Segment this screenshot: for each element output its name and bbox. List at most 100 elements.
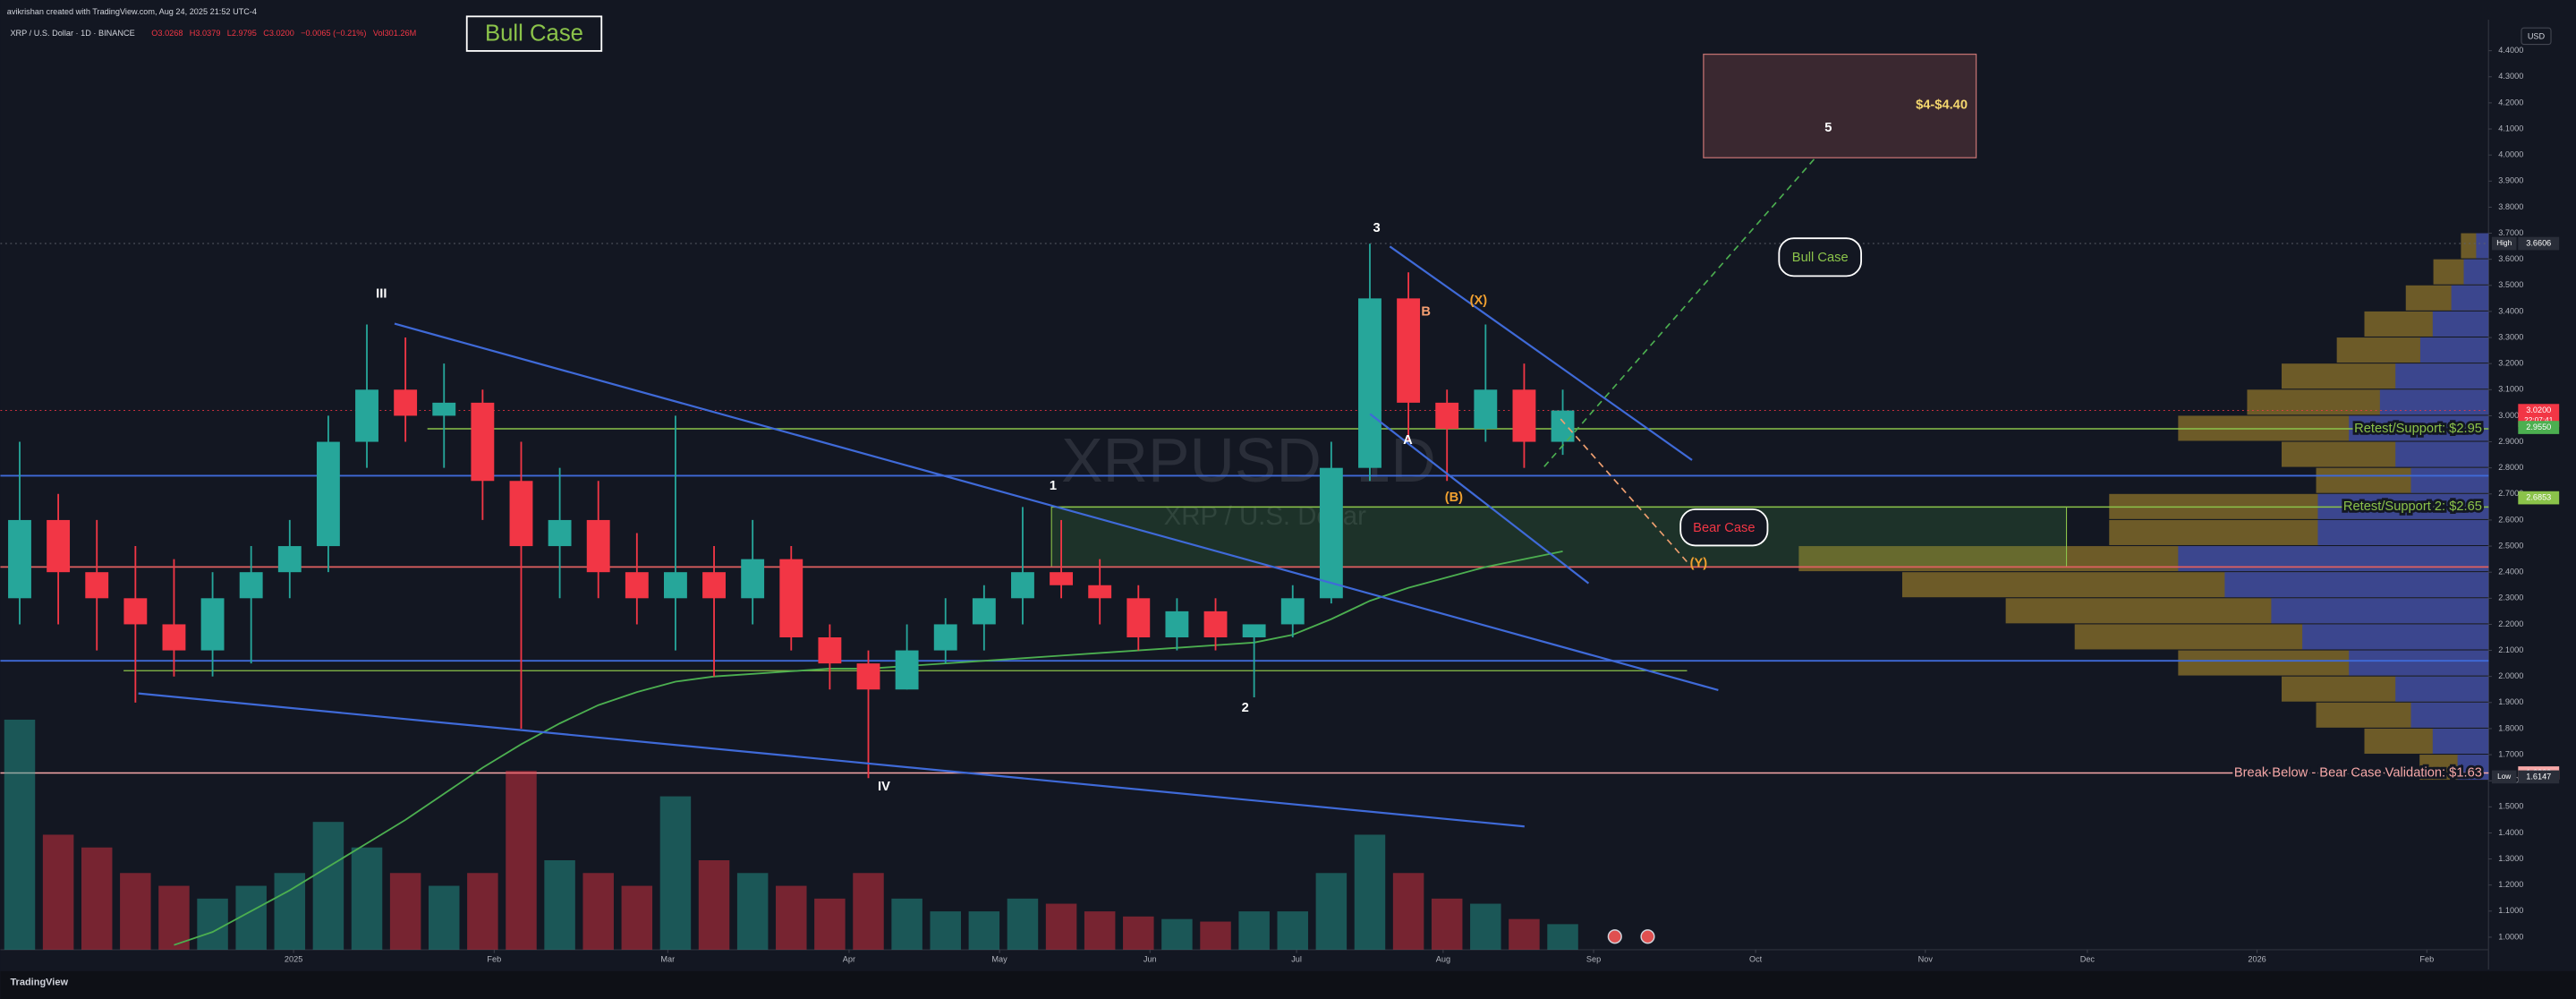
trend-line — [394, 322, 1719, 691]
y-tick-label: 3.9000 — [2498, 176, 2523, 185]
support-zone — [1050, 506, 2068, 568]
y-tick-label: 3.8000 — [2498, 202, 2523, 211]
candle-body — [277, 546, 302, 573]
volume-bar — [776, 885, 807, 950]
volume-bar — [814, 898, 846, 950]
volume-bar — [1084, 911, 1116, 950]
target-label: $4-$4.40 — [1916, 98, 1968, 112]
y-tick-label: 1.9000 — [2498, 697, 2523, 706]
volume-bar — [274, 873, 306, 950]
candle-body — [8, 519, 31, 599]
candle-body — [1088, 585, 1112, 599]
price-tag — [2518, 236, 2560, 251]
wave-label: III — [376, 286, 387, 301]
candle-body — [972, 598, 996, 625]
x-tick-label: May — [991, 954, 1007, 963]
volume-bar — [968, 911, 1000, 950]
x-tick-label: 2025 — [285, 954, 302, 963]
candle-body — [162, 624, 186, 651]
wave-label: IV — [878, 780, 890, 794]
candle-body — [548, 519, 572, 547]
volume-bar — [312, 822, 344, 950]
volume-bar — [659, 796, 692, 950]
x-tick-label: Jul — [1291, 954, 1302, 963]
volume-bar — [698, 860, 730, 950]
candle-body — [1512, 389, 1536, 442]
y-tick-label: 2.5000 — [2498, 541, 2523, 550]
volume-profile-core — [2419, 337, 2489, 363]
candle-body — [1319, 467, 1343, 599]
quote-field: C3.0200 — [263, 29, 294, 38]
candle-body — [625, 572, 649, 599]
volume-bar — [930, 911, 961, 950]
symbol: XRP / U.S. Dollar · 1D · BINANCE — [10, 29, 134, 38]
candle-body — [895, 650, 919, 690]
candle-body — [432, 402, 456, 416]
y-tick-label: 3.2000 — [2498, 359, 2523, 368]
volume-bar — [81, 847, 113, 950]
scenario-label: Bear Case — [1693, 521, 1755, 535]
footer-logo[interactable]: TradingView — [10, 978, 68, 988]
volume-bar — [1238, 911, 1270, 950]
volume-bar — [736, 873, 769, 950]
y-tick-label: 3.0000 — [2498, 411, 2523, 420]
candle-body — [316, 441, 340, 547]
price-tag-caption-box — [2491, 770, 2517, 784]
volume-bar — [4, 719, 36, 950]
event-icon[interactable] — [1640, 929, 1655, 944]
price-tag-caption-box — [2491, 236, 2517, 251]
candle-body — [85, 572, 109, 599]
candle-body — [509, 481, 533, 547]
y-tick-label: 3.6000 — [2498, 254, 2523, 263]
volume-profile-core — [2224, 572, 2489, 598]
y-tick-label: 4.4000 — [2498, 46, 2523, 55]
price-tag-caption: Low — [2497, 773, 2511, 781]
volume-bar — [197, 898, 228, 950]
volume-profile-core — [2476, 233, 2489, 259]
x-tick-label: Feb — [487, 954, 501, 963]
quote-field: −0.0065 (−0.21%) — [301, 29, 366, 38]
x-tick-label: Feb — [2419, 954, 2434, 963]
y-tick-label: 3.7000 — [2498, 228, 2523, 237]
y-tick-label: 2.7000 — [2498, 489, 2523, 498]
volume-bar — [120, 873, 151, 950]
y-tick-label: 2.9000 — [2498, 437, 2523, 446]
candle-body — [933, 624, 957, 651]
volume-bar — [621, 885, 653, 950]
y-tick-label: 3.1000 — [2498, 385, 2523, 394]
candle-body — [123, 598, 148, 625]
volume-bar — [1277, 911, 1308, 950]
volume-bar — [467, 873, 498, 950]
candle-body — [1358, 298, 1382, 468]
x-tick-label: Mar — [660, 954, 675, 963]
volume-profile-core — [2457, 755, 2489, 781]
y-tick-label: 3.5000 — [2498, 280, 2523, 289]
event-icon[interactable] — [1607, 929, 1622, 944]
x-tick-label: Aug — [1436, 954, 1450, 963]
x-tick-label: 2026 — [2248, 954, 2266, 963]
volume-bar — [1007, 898, 1039, 950]
footer-bar — [0, 970, 2576, 999]
wave-label: (Y) — [1690, 556, 1708, 570]
wave-label: (X) — [1470, 294, 1488, 308]
y-tick-label: 4.3000 — [2498, 72, 2523, 81]
x-tick-label: Apr — [843, 954, 855, 963]
volume-profile-core — [2410, 702, 2489, 728]
volume-bar — [158, 885, 190, 950]
y-tick-label: 2.0000 — [2498, 671, 2523, 680]
x-tick-label: Sep — [1586, 954, 1601, 963]
volume-bar — [235, 885, 267, 950]
quote-field: H3.0379 — [190, 29, 221, 38]
volume-bar — [506, 771, 537, 950]
scenario-box — [1679, 508, 1769, 547]
y-tick-label: 2.1000 — [2498, 645, 2523, 654]
price-tag-label: 2.9550 — [2526, 423, 2551, 431]
wave-label: A — [1403, 433, 1413, 448]
volume-bar — [1431, 898, 1463, 950]
scenario-box — [1778, 237, 1863, 278]
y-tick-label: 1.5000 — [2498, 802, 2523, 811]
candle-body — [355, 389, 378, 442]
trend-line — [1369, 413, 1590, 585]
volume-bar — [582, 873, 614, 950]
target-box — [1703, 53, 1977, 158]
